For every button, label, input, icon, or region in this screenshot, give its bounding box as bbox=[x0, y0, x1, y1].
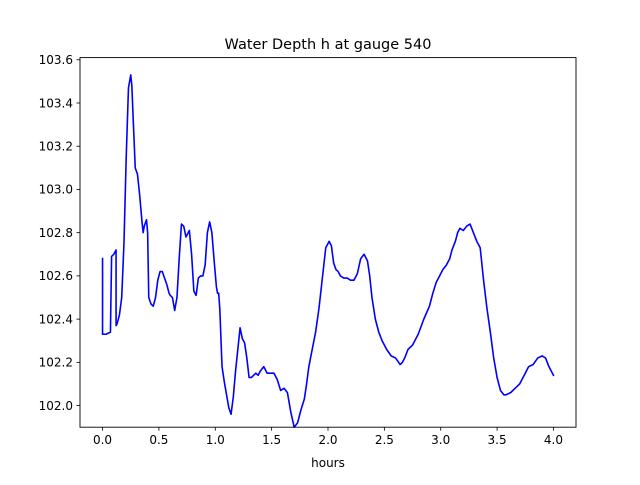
x-axis-label: hours bbox=[311, 456, 345, 470]
series-layer bbox=[101, 74, 555, 429]
plot-frame bbox=[79, 57, 577, 428]
y-tick-label: 102.4 bbox=[39, 312, 73, 326]
series-line-0 bbox=[101, 74, 555, 429]
y-tick-label: 102.6 bbox=[39, 269, 73, 283]
x-tick-label: 0.5 bbox=[149, 433, 168, 447]
y-tick-label: 102.8 bbox=[39, 226, 73, 240]
y-tick-label: 103.4 bbox=[39, 96, 73, 110]
x-tick-label: 1.5 bbox=[262, 433, 281, 447]
y-tick-label: 103.6 bbox=[39, 53, 73, 67]
x-tick-label: 1.0 bbox=[206, 433, 225, 447]
x-tick-label: 2.0 bbox=[318, 433, 337, 447]
chart-title: Water Depth h at gauge 540 bbox=[225, 37, 432, 53]
x-axis-ticks: 0.0 0.5 1.0 1.5 2.0 2.5 3.0 3.5 4.0 bbox=[93, 427, 563, 447]
x-tick-label: 4.0 bbox=[544, 433, 563, 447]
x-tick-label: 3.0 bbox=[431, 433, 450, 447]
y-tick-label: 102.2 bbox=[39, 356, 73, 370]
y-axis-ticks: 102.0 102.2 102.4 102.6 102.8 103.0 103.2 103.4… bbox=[39, 53, 80, 413]
y-tick-label: 103.0 bbox=[39, 183, 73, 197]
y-tick-label: 102.0 bbox=[39, 399, 73, 413]
x-tick-label: 3.5 bbox=[488, 433, 507, 447]
x-tick-label: 0.0 bbox=[93, 433, 112, 447]
x-tick-label: 2.5 bbox=[375, 433, 394, 447]
y-tick-label: 103.2 bbox=[39, 140, 73, 154]
